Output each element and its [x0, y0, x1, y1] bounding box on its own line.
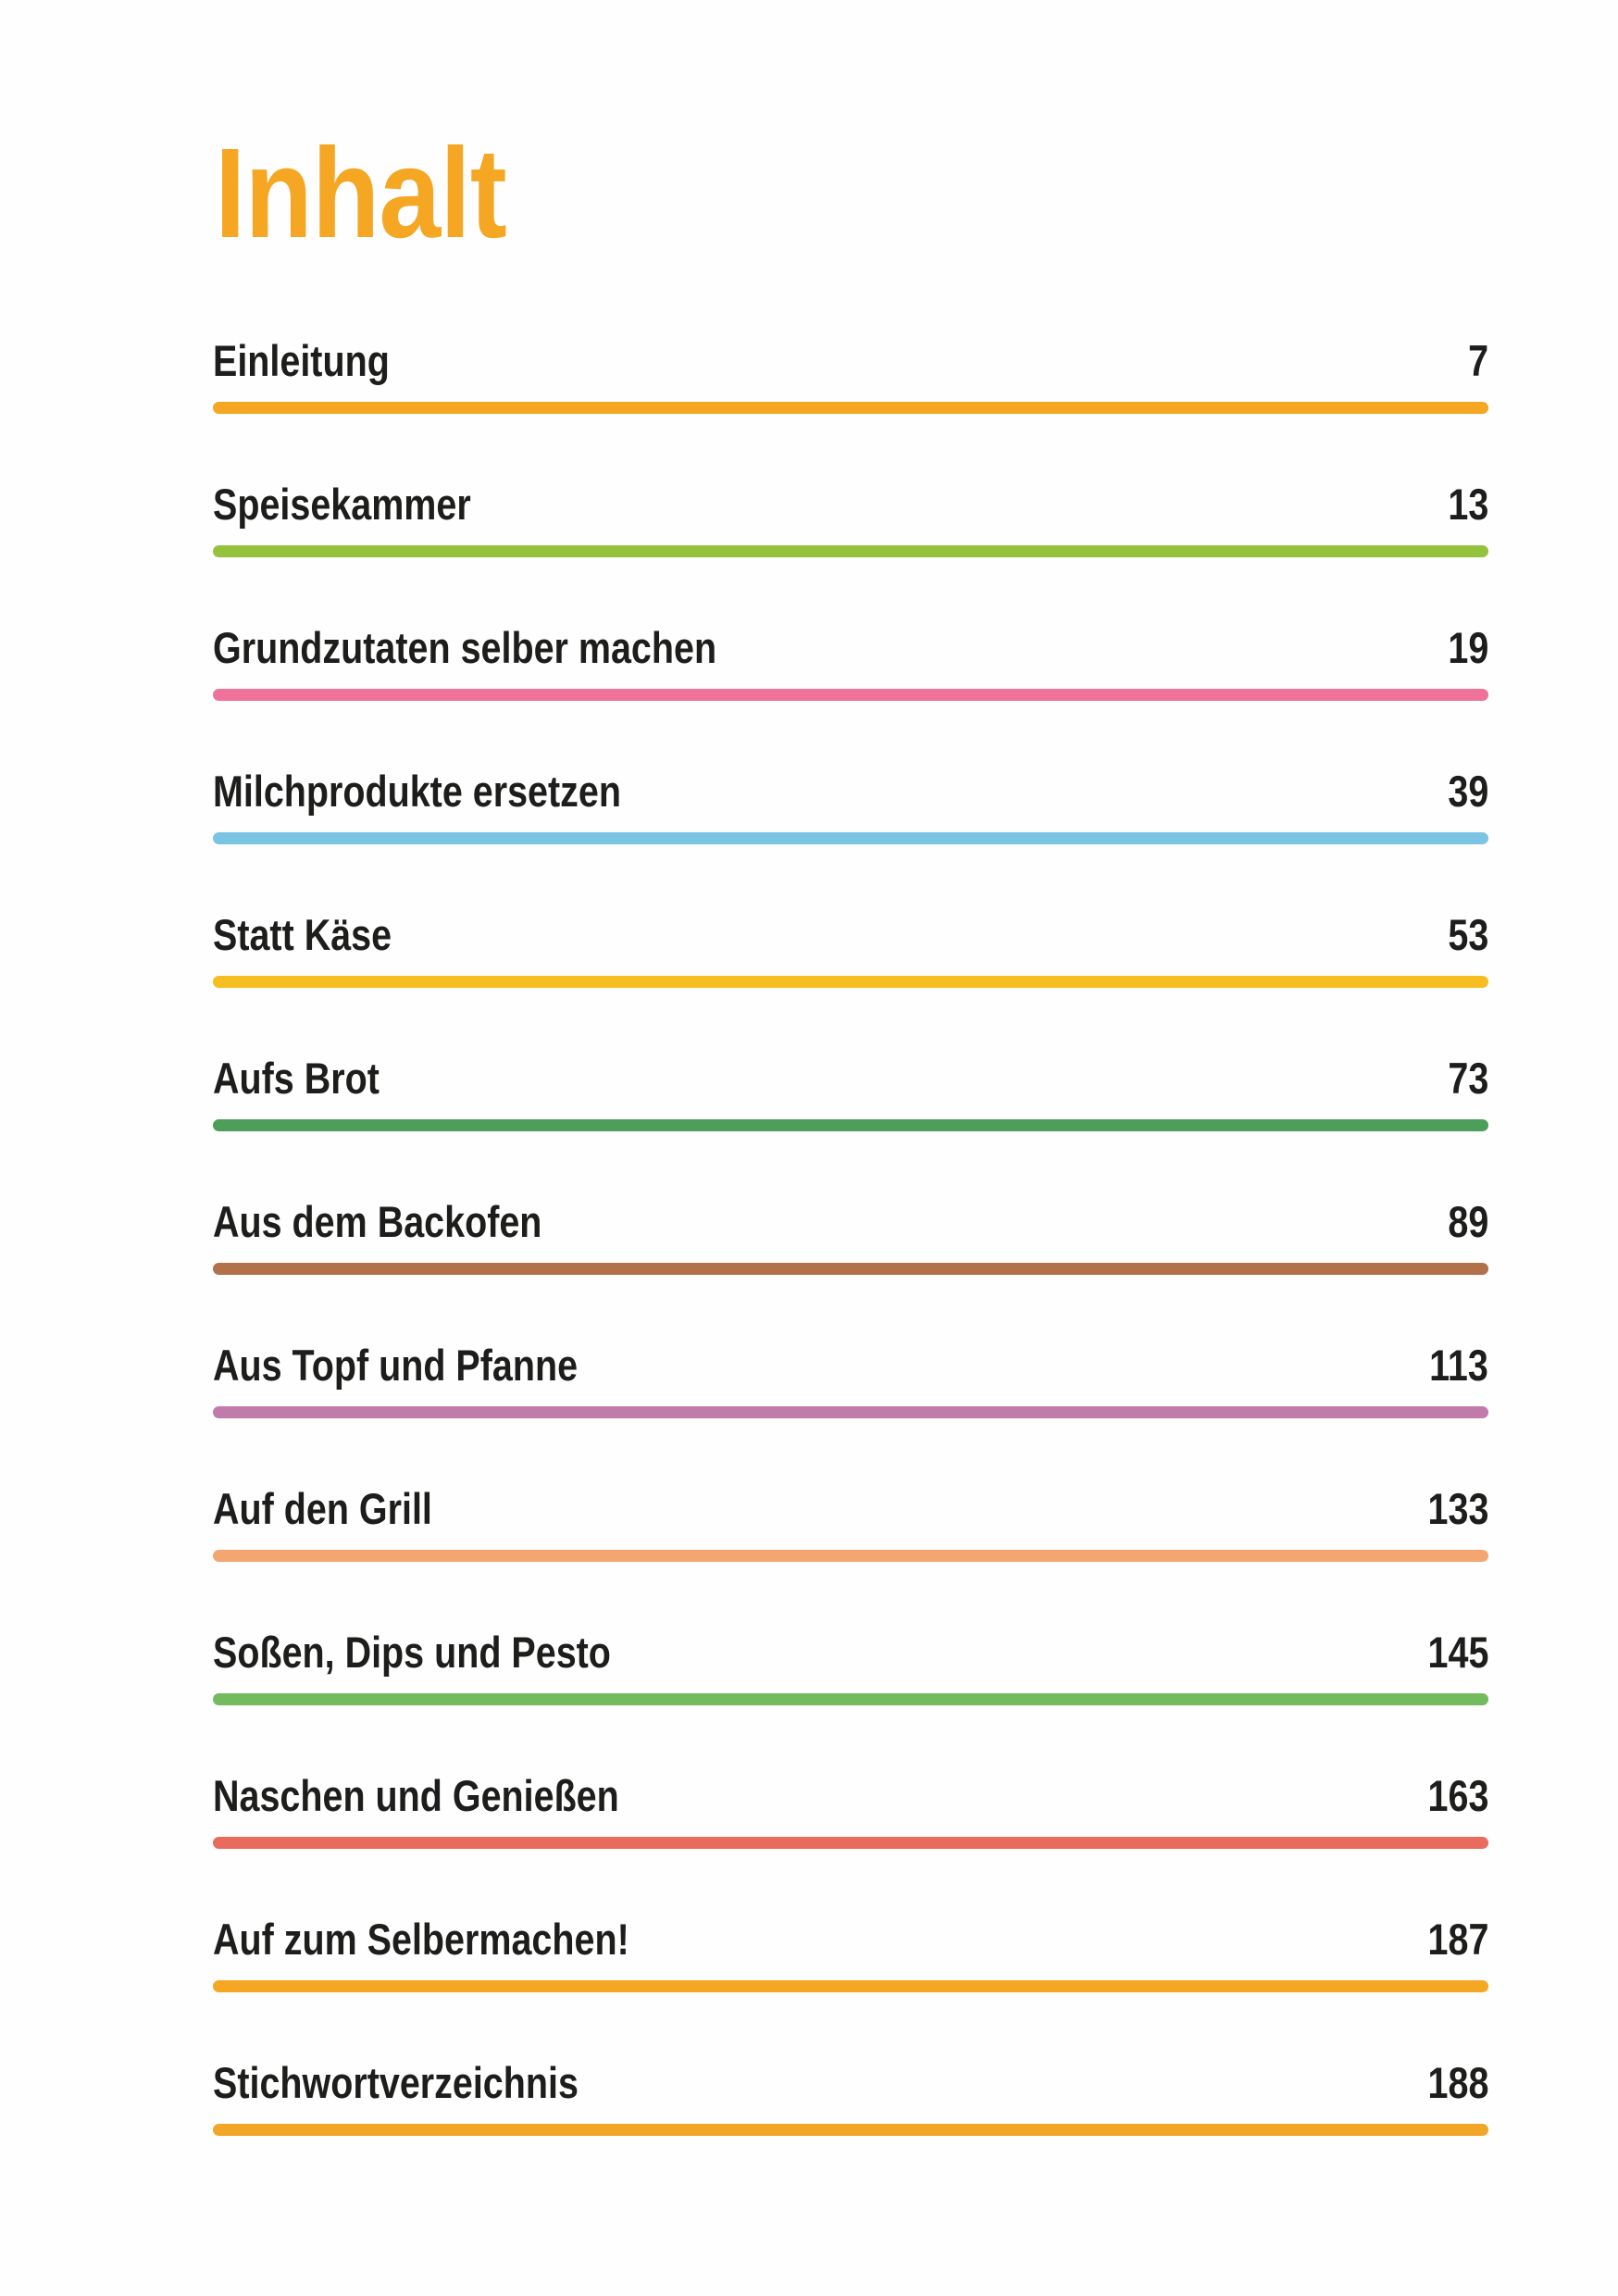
toc-entry-label: Speisekammer	[213, 480, 471, 529]
toc-entry-label: Grundzutaten selber machen	[213, 623, 717, 672]
toc-entry-page-number: 145	[1427, 1628, 1488, 1677]
toc-entry-stichwortverzeichnis: Stichwortverzeichnis 188	[213, 2060, 1488, 2199]
chapter-color-rule	[213, 832, 1488, 845]
toc-entry-label: Statt Käse	[213, 910, 392, 959]
toc-entry-aufs-brot: Aufs Brot 73	[213, 1055, 1488, 1199]
toc-entry-page-number: 163	[1427, 1771, 1488, 1820]
toc-entry-label: Stichwortverzeichnis	[213, 2058, 579, 2107]
toc-entry-topf-pfanne: Aus Topf und Pfanne 113	[213, 1342, 1488, 1486]
chapter-color-rule	[213, 1837, 1488, 1850]
toc-entry-backofen: Aus dem Backofen 89	[213, 1199, 1488, 1342]
chapter-color-rule	[213, 402, 1488, 415]
toc-entry-speisekammer: Speisekammer 13	[213, 481, 1488, 625]
toc-list: Einleitung 7 Speisekammer 13 Grundzutate…	[213, 338, 1488, 2199]
toc-entry-page-number: 89	[1448, 1197, 1488, 1246]
toc-entry-page-number: 39	[1448, 767, 1488, 816]
toc-entry-selbermachen: Auf zum Selbermachen! 187	[213, 1916, 1488, 2060]
toc-entry-page-number: 113	[1429, 1341, 1488, 1390]
toc-entry-grill: Auf den Grill 133	[213, 1486, 1488, 1629]
toc-entry-milchprodukte: Milchprodukte ersetzen 39	[213, 768, 1488, 912]
toc-entry-naschen: Naschen und Genießen 163	[213, 1773, 1488, 1916]
toc-entry-grundzutaten: Grundzutaten selber machen 19	[213, 625, 1488, 768]
toc-entry-page-number: 19	[1448, 623, 1488, 672]
toc-entry-label: Naschen und Genießen	[213, 1771, 619, 1820]
toc-entry-page-number: 7	[1468, 336, 1488, 385]
chapter-color-rule	[213, 545, 1488, 558]
toc-entry-label: Aufs Brot	[213, 1054, 380, 1103]
toc-entry-page-number: 13	[1448, 480, 1488, 529]
toc-entry-page-number: 188	[1427, 2058, 1488, 2107]
toc-entry-label: Soßen, Dips und Pesto	[213, 1628, 611, 1677]
toc-entry-label: Aus Topf und Pfanne	[213, 1341, 579, 1390]
toc-entry-page-number: 187	[1427, 1915, 1488, 1964]
chapter-color-rule	[213, 976, 1488, 989]
toc-entry-label: Einleitung	[213, 336, 390, 385]
chapter-color-rule	[213, 1406, 1488, 1419]
toc-entry-page-number: 133	[1427, 1484, 1488, 1533]
chapter-color-rule	[213, 1980, 1488, 1993]
chapter-color-rule	[213, 1550, 1488, 1563]
toc-entry-label: Auf zum Selbermachen!	[213, 1915, 629, 1964]
toc-entry-label: Milchprodukte ersetzen	[213, 767, 621, 816]
page-title: Inhalt	[215, 122, 507, 265]
toc-entry-einleitung: Einleitung 7	[213, 338, 1488, 481]
toc-entry-sossen-dips-pesto: Soßen, Dips und Pesto 145	[213, 1629, 1488, 1773]
toc-entry-label: Auf den Grill	[213, 1484, 432, 1533]
chapter-color-rule	[213, 2124, 1488, 2137]
toc-entry-page-number: 73	[1448, 1054, 1488, 1103]
chapter-color-rule	[213, 689, 1488, 702]
chapter-color-rule	[213, 1693, 1488, 1706]
toc-entry-page-number: 53	[1448, 910, 1488, 959]
toc-entry-label: Aus dem Backofen	[213, 1197, 542, 1246]
chapter-color-rule	[213, 1263, 1488, 1276]
toc-entry-statt-kaese: Statt Käse 53	[213, 912, 1488, 1055]
chapter-color-rule	[213, 1119, 1488, 1132]
